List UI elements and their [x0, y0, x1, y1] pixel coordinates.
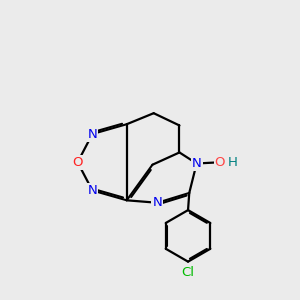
Text: N: N [192, 157, 202, 170]
Text: N: N [152, 196, 162, 209]
Text: N: N [88, 184, 97, 197]
Text: Cl: Cl [182, 266, 194, 279]
Text: O: O [215, 156, 225, 169]
Text: O: O [72, 156, 83, 169]
Text: H: H [227, 156, 237, 169]
Text: N: N [88, 128, 97, 141]
